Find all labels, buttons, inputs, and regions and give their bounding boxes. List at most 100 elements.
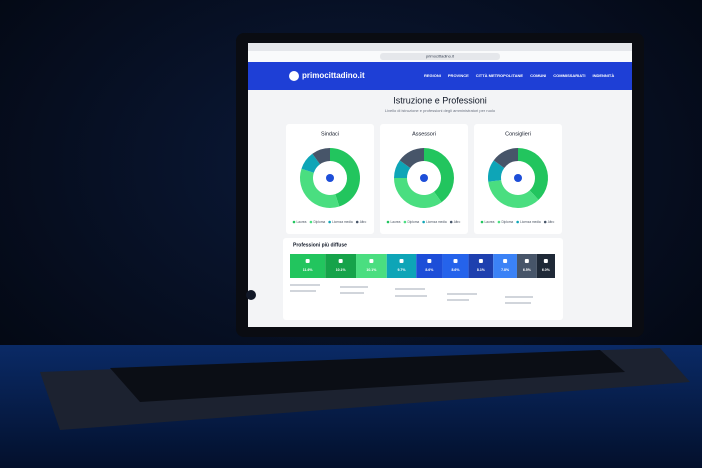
logo-icon	[289, 71, 299, 81]
profession-segment	[442, 254, 469, 278]
legend-label: Altro	[360, 220, 367, 224]
nav: REGIONI PROVINCE CITTÀ METROPOLITANE COMUNI…	[424, 73, 614, 78]
donut-segment	[394, 160, 411, 178]
legend-label: Laurea	[485, 220, 495, 224]
legend-swatch	[328, 220, 331, 224]
profession-segment	[356, 254, 387, 278]
legend-swatch	[543, 220, 547, 224]
professions-card	[283, 238, 563, 320]
nav-item[interactable]: COMUNI	[530, 73, 546, 78]
profession-segment	[325, 254, 357, 278]
nav-item[interactable]: COMMISSARIATI	[553, 73, 585, 78]
legend-label: Diploma	[313, 220, 325, 224]
legend-label: Diploma	[407, 220, 419, 224]
profession-icon	[305, 259, 310, 263]
list-item	[505, 302, 531, 304]
profession-icon	[369, 259, 374, 263]
profession-segment	[516, 254, 537, 278]
list-item	[395, 288, 425, 290]
card-title: Assessori	[412, 131, 436, 137]
professions-title: Professioni più diffuse	[293, 242, 347, 248]
list-item	[290, 284, 320, 286]
donut-icon	[514, 174, 522, 182]
professions-list	[290, 284, 533, 304]
list-item	[340, 292, 364, 294]
list-item	[505, 296, 533, 298]
profession-segment	[468, 254, 494, 278]
donut-segment	[300, 168, 340, 208]
nav-item[interactable]: REGIONI	[424, 73, 441, 78]
profession-label: 7.8%	[501, 268, 510, 272]
legend-label: Altro	[454, 220, 461, 224]
profession-segment	[386, 254, 417, 278]
legend-label: Diploma	[501, 220, 513, 224]
list-item	[395, 295, 427, 297]
list-item	[340, 286, 368, 288]
keyboard	[110, 350, 625, 402]
profession-segment	[290, 254, 326, 278]
legend-label: Altro	[548, 220, 555, 224]
site-header	[248, 62, 632, 90]
profession-icon	[478, 259, 483, 263]
card-title: Consiglieri	[505, 131, 531, 137]
profession-icon	[427, 259, 432, 263]
profession-icon	[338, 259, 343, 263]
nav-item[interactable]: INDENNITÀ	[592, 73, 614, 78]
donut-segment	[488, 180, 539, 209]
profession-icon	[524, 259, 529, 263]
list-item	[290, 290, 316, 292]
menu-bar	[248, 43, 632, 51]
list-item	[447, 293, 477, 295]
legend-label: Laurea	[391, 220, 401, 224]
donut-segment	[424, 148, 454, 203]
donut-segment	[493, 148, 518, 169]
legend-swatch	[292, 220, 296, 224]
donut-segment	[312, 148, 330, 165]
url: primocittadino.it	[426, 54, 455, 59]
profession-icon	[543, 259, 548, 263]
donut-segment	[488, 160, 505, 182]
profession-icon	[453, 259, 458, 263]
donut-icon	[326, 174, 334, 182]
legend-swatch	[516, 220, 519, 224]
cards: Sindaci Laurea Diploma Licenza media Altro As…	[286, 124, 562, 234]
legend-swatch	[449, 220, 453, 224]
profession-segment	[536, 254, 555, 278]
professions-bar: 11.6% 10.1% 10.1% 9.7% 8.6% 8.6% 8.1% 7.8% 6.5% 6…	[290, 254, 555, 278]
profession-label: 8.6%	[425, 268, 434, 272]
legend-label: Licenza media	[520, 220, 541, 224]
profession-label: 8.1%	[477, 268, 486, 272]
list-item	[447, 299, 469, 301]
donut-segment	[399, 148, 424, 169]
nav-item[interactable]: CITTÀ METROPOLITANE	[476, 73, 524, 78]
legend-swatch	[386, 220, 390, 224]
profession-icon	[399, 259, 404, 263]
page-title: Istruzione e Professioni	[393, 95, 487, 105]
page-subtitle: Livello di istruzione e professioni degl…	[385, 108, 496, 113]
nav-item[interactable]: PROVINCE	[448, 73, 469, 78]
legend-swatch	[403, 220, 407, 224]
legend-swatch	[480, 220, 484, 224]
donut-segment	[394, 178, 442, 208]
profession-label: 6.0%	[542, 268, 551, 272]
donut-icon	[420, 174, 428, 182]
profession-icon	[503, 259, 508, 263]
profession-label: 10.1%	[366, 268, 377, 272]
legend-swatch	[422, 220, 425, 224]
legend-label: Licenza media	[332, 220, 353, 224]
profession-label: 6.5%	[523, 268, 532, 272]
legend-swatch	[497, 220, 501, 224]
profession-segment	[416, 254, 443, 278]
legend-swatch	[309, 220, 313, 224]
donut-segment	[518, 148, 549, 200]
card-title: Sindaci	[321, 131, 339, 137]
profession-segment	[493, 254, 517, 278]
profession-label: 10.1%	[336, 268, 347, 272]
profession-label: 8.6%	[452, 268, 461, 272]
legend-label: Licenza media	[426, 220, 447, 224]
chat-button[interactable]	[246, 290, 256, 300]
logo[interactable]: primocittadino.it	[302, 71, 365, 80]
legend-swatch	[355, 220, 359, 224]
profession-label: 11.6%	[303, 268, 314, 272]
